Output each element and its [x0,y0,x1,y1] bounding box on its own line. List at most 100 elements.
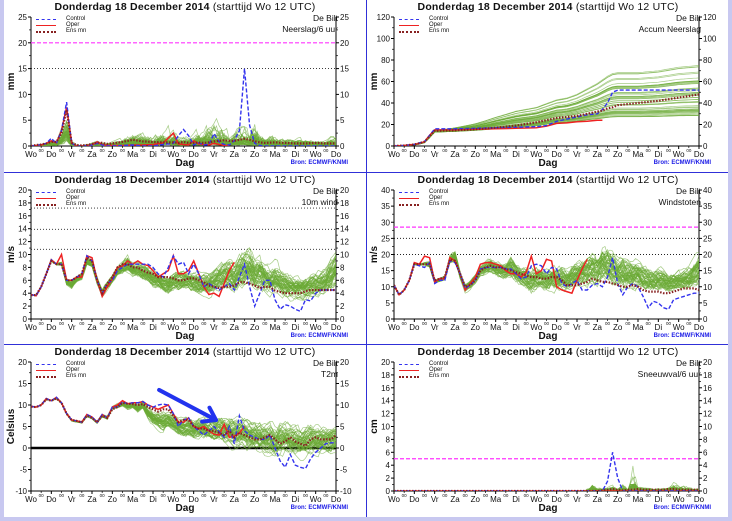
ensemble-member-line [394,94,699,146]
x-tick-label: Za [230,495,240,504]
y-tick-label-right: 15 [703,267,712,276]
ensemble-member-line [394,484,699,491]
legend-swatch [399,31,419,33]
x-minor-label: 00 [625,321,631,326]
y-tick-label-right: 4 [340,289,345,298]
ensemble-member-line [394,110,699,146]
x-tick-label: Zo [471,495,481,504]
x-minor-label: 00 [544,493,550,498]
frame-bottom-border [0,517,732,521]
y-tick-label-right: 10 [340,251,349,260]
station-label: De Bilt 10m wind [302,186,338,208]
legend-swatch [36,364,56,365]
arrow-shaft [157,387,219,423]
x-minor-label: 00 [646,148,652,153]
x-tick-label: Za [450,495,460,504]
x-tick-label: Do [331,150,342,159]
x-minor-label: 00 [100,148,106,153]
x-minor-label: 00 [544,148,550,153]
x-minor-label: 00 [140,321,146,326]
station-name: De Bilt [675,358,701,368]
station-name: De Bilt [675,13,701,23]
source-credit: Bron: ECMWF/KNMI [290,160,348,166]
y-tick-label-right: 18 [340,199,349,208]
x-tick-label: Do [694,323,705,332]
x-tick-label: Do [189,495,200,504]
x-tick-label: Ma [269,323,281,332]
x-minor-label: 00 [524,493,530,498]
x-tick-label: Za [87,150,97,159]
y-tick-label-left: 80 [381,56,390,65]
station-label: De Bilt Windstoten [658,186,701,208]
legend-label: Ens mn [66,201,87,207]
y-tick-label-right: 40 [703,186,712,195]
x-minor-label: 00 [524,321,530,326]
x-minor-label: 00 [222,148,228,153]
x-minor-label: 00 [120,148,126,153]
x-tick-label: Di [512,495,520,504]
x-minor-label: 00 [39,321,45,326]
x-tick-label: Wo [388,323,400,332]
x-tick-label: Zo [613,150,623,159]
x-minor-label: 00 [483,493,489,498]
y-tick-label-left: 14 [381,397,390,406]
x-tick-label: Wo [25,495,37,504]
y-tick-label-right: 18 [703,371,712,380]
x-tick-label: Do [694,495,705,504]
station-label: De Bilt Sneeuwval/6 uur [638,358,701,380]
x-minor-label: 00 [79,493,85,498]
x-minor-label: 00 [283,321,289,326]
x-tick-label: Wo [388,495,400,504]
y-axis-label: cm [369,419,380,434]
x-minor-label: 00 [161,148,167,153]
x-tick-label: Za [230,323,240,332]
y-tick-label-right: 8 [340,263,345,272]
chart-title-starttime: (starttijd Wo 12 UTC) [572,174,679,186]
x-tick-label: Do [409,323,420,332]
x-minor-label: 00 [323,321,329,326]
x-tick-label: Ma [490,150,502,159]
y-tick-label-left: 100 [377,35,391,44]
station-name: De Bilt [312,358,338,368]
series-group [31,396,336,470]
chart-title: Donderdag 18 December 2014 (starttijd Wo… [367,174,729,186]
legend-item-oper: Oper [36,367,146,374]
x-tick-label: Vr [573,323,581,332]
x-tick-label: Vr [68,323,76,332]
x-minor-label: 00 [625,493,631,498]
x-tick-label: Vr [431,150,439,159]
legend-label: Control [429,361,449,367]
legend-swatch [36,192,56,193]
x-tick-label: Zo [250,323,260,332]
x-tick-label: Zo [108,323,118,332]
x-minor-label: 00 [140,493,146,498]
legend-item-ens-mn: Ens mn [36,28,146,35]
x-axis-label: Dag [175,331,195,342]
y-tick-label-right: 10 [703,283,712,292]
y-tick-label-left: 6 [386,448,391,457]
ensemble-members [31,117,336,146]
x-tick-label: Zo [250,495,260,504]
x-tick-label: Ma [127,495,139,504]
x-tick-label: Za [87,495,97,504]
x-tick-label: Wo [310,150,322,159]
y-tick-label-right: 8 [703,435,708,444]
chart-subtitle: Accum Neerslag [638,24,701,34]
x-tick-label: Za [450,150,460,159]
y-tick-label-left: 25 [18,13,27,22]
y-tick-label-left: 0 [386,487,391,496]
legend-label: Control [66,189,86,195]
x-minor-label: 00 [463,321,469,326]
legend-item-control: Control [399,16,509,23]
y-tick-label-right: 20 [703,251,712,260]
x-minor-label: 00 [100,321,106,326]
y-tick-label-left: 25 [381,234,390,243]
legend-label: Ens mn [66,373,87,379]
x-minor-label: 00 [686,321,692,326]
y-tick-label-left: 30 [381,218,390,227]
station-name: De Bilt [312,186,338,196]
y-tick-label-left: 5 [23,116,28,125]
chart-legend: Control Oper Ens mn [36,361,146,380]
